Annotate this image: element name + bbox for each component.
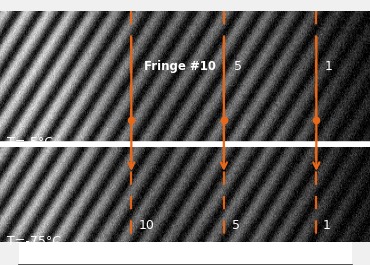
Text: 5: 5 xyxy=(235,60,242,73)
Text: Fringe #10: Fringe #10 xyxy=(144,60,216,73)
Text: 1: 1 xyxy=(323,219,331,232)
Text: T=-75°C: T=-75°C xyxy=(7,235,61,248)
Text: 1: 1 xyxy=(325,60,333,73)
Text: T=-5°C: T=-5°C xyxy=(7,136,53,149)
Text: 5: 5 xyxy=(232,219,239,232)
Text: 10: 10 xyxy=(139,219,155,232)
